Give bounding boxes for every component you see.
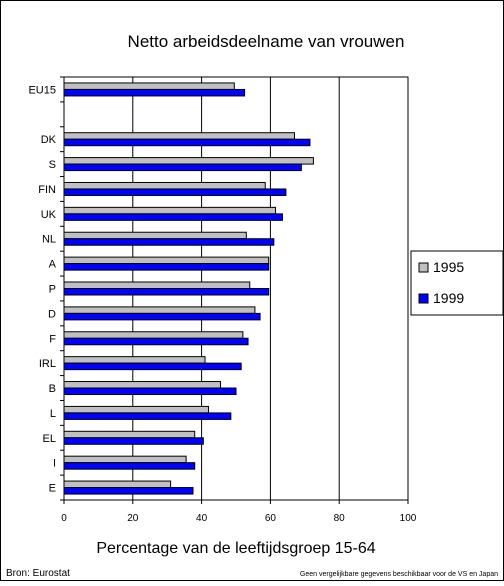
legend-label-1999: 1999 bbox=[433, 290, 464, 306]
bar-1995-B bbox=[63, 381, 222, 389]
y-tick-label: A bbox=[49, 259, 57, 271]
legend-label-1995: 1995 bbox=[433, 259, 464, 275]
bar-1999-FIN bbox=[63, 188, 287, 196]
y-tick-label: E bbox=[49, 483, 56, 495]
legend-swatch-1999 bbox=[418, 293, 429, 304]
availability-note: Geen vergelijkbare gegevens beschikbaar … bbox=[300, 571, 498, 578]
y-tick-label: DK bbox=[41, 134, 57, 146]
y-tick-label: EL bbox=[43, 433, 56, 445]
bar-1995-E bbox=[63, 480, 172, 489]
bar-1995-S bbox=[63, 157, 314, 165]
y-tick-label: B bbox=[49, 383, 56, 395]
bar-1999-EL bbox=[63, 437, 204, 445]
bar-1999-B bbox=[63, 387, 237, 396]
bars bbox=[63, 82, 314, 495]
bar-1995-EL bbox=[63, 430, 196, 439]
y-tick-label: UK bbox=[41, 209, 57, 221]
y-tick-label: I bbox=[53, 458, 56, 470]
bar-1995-FIN bbox=[63, 181, 266, 190]
x-tick-label: 60 bbox=[265, 513, 277, 524]
bar-1995-D bbox=[63, 306, 256, 314]
bar-1999-S bbox=[63, 163, 302, 172]
bar-1995-P bbox=[63, 281, 251, 289]
bar-1995-I bbox=[63, 455, 187, 464]
bar-1999-E bbox=[63, 487, 194, 495]
legend-swatch-1995 bbox=[418, 262, 429, 273]
bar-1999-EU15 bbox=[63, 88, 246, 97]
bar-1999-IRL bbox=[63, 362, 242, 371]
x-tick-label: 80 bbox=[334, 513, 346, 524]
y-tick-label: F bbox=[49, 333, 56, 345]
x-tick-label: 20 bbox=[127, 513, 139, 524]
bar-1995-A bbox=[63, 256, 270, 265]
bar-1995-DK bbox=[63, 132, 295, 140]
bar-1999-P bbox=[63, 288, 270, 296]
y-tick-label: IRL bbox=[39, 358, 56, 370]
chart-title: Netto arbeidsdeelname van vrouwen bbox=[128, 32, 405, 51]
bar-1999-I bbox=[63, 462, 196, 470]
bar-1999-DK bbox=[63, 138, 311, 147]
x-axis-label: Percentage van de leeftijdsgroep 15-64 bbox=[96, 540, 375, 557]
bar-1995-EU15 bbox=[63, 82, 235, 90]
y-tick-label: FIN bbox=[38, 184, 56, 196]
bar-1999-UK bbox=[63, 213, 283, 221]
bar-1995-UK bbox=[63, 206, 277, 215]
bar-1995-IRL bbox=[63, 356, 206, 364]
bar-1995-F bbox=[63, 331, 244, 339]
y-tick-label: NL bbox=[42, 234, 56, 246]
legend: 1995 1999 bbox=[410, 250, 504, 316]
x-tick-label: 40 bbox=[196, 513, 208, 524]
x-axis-tick-labels: 0 20 40 60 80 100 bbox=[61, 513, 417, 524]
legend-box bbox=[410, 250, 504, 316]
y-tick-label: P bbox=[49, 284, 56, 296]
bar-1999-NL bbox=[63, 238, 275, 246]
bar-1999-F bbox=[63, 337, 249, 346]
x-tick-label: 100 bbox=[400, 513, 417, 524]
bar-1999-A bbox=[63, 263, 270, 271]
y-tick-label: D bbox=[48, 308, 56, 320]
bar-1995-NL bbox=[63, 231, 247, 240]
bar-1999-D bbox=[63, 312, 261, 321]
y-tick-label: L bbox=[50, 408, 56, 420]
x-tick-label: 0 bbox=[61, 513, 67, 524]
bar-1999-L bbox=[63, 412, 232, 420]
source-note: Bron: Eurostat bbox=[6, 568, 70, 579]
y-tick-label: S bbox=[49, 159, 56, 171]
y-axis-tick-labels: EU15 DK S FIN UK NL A PD F IRL B L EL I E bbox=[28, 84, 56, 494]
bar-1995-L bbox=[63, 405, 209, 414]
y-tick-label: EU15 bbox=[28, 84, 56, 96]
